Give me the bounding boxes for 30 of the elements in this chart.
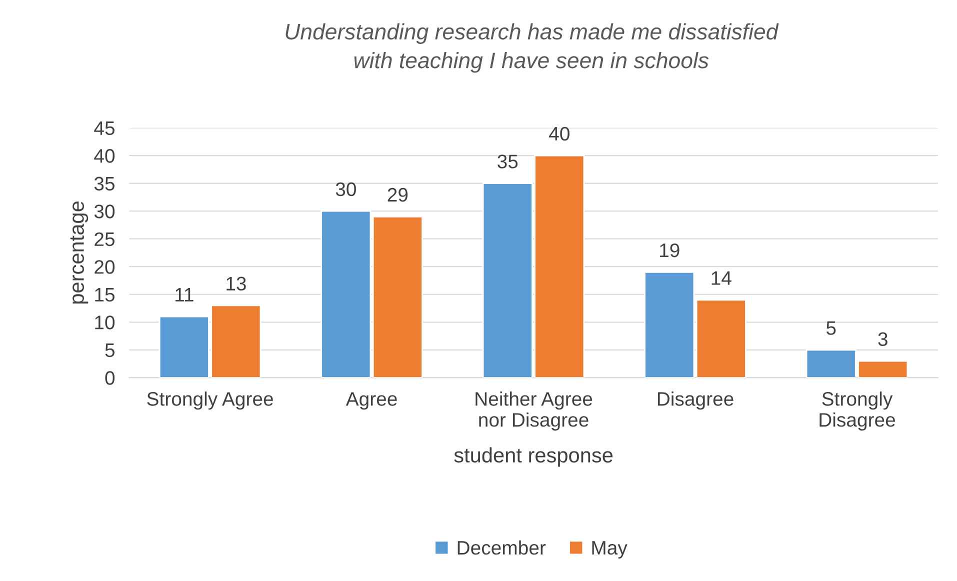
data-label: 13 [226, 276, 246, 291]
x-tick-label: Agree [346, 392, 397, 410]
x-tick-label: Strongly Disagree [820, 392, 896, 431]
x-axis-title: student response [454, 447, 613, 467]
x-tick-label: Disagree [658, 392, 734, 410]
y-tick-label: 0 [105, 371, 115, 385]
data-label: 19 [660, 243, 680, 258]
y-tick-label: 35 [94, 176, 114, 191]
y-tick-label: 45 [94, 121, 114, 136]
y-tick-label: 15 [95, 288, 114, 302]
y-tick-label: 5 [105, 344, 114, 358]
y-tick-label: 30 [94, 204, 115, 218]
data-label: 35 [498, 154, 518, 168]
data-label: 40 [549, 126, 570, 141]
data-label: 11 [176, 288, 194, 302]
y-tick-label: 40 [94, 149, 115, 163]
x-tick-label: Neither Agree nor Disagree [476, 392, 592, 431]
y-tick-label: 25 [94, 232, 114, 246]
data-label: 5 [826, 321, 836, 335]
y-tick-label: 10 [95, 316, 115, 330]
data-label: 29 [388, 188, 408, 202]
legend-label: December [458, 540, 546, 555]
chart-title: Understanding research has made me dissatisfied with teaching I have seen in schools [286, 23, 779, 73]
data-label: 3 [878, 332, 888, 346]
data-label: 30 [336, 182, 356, 196]
y-axis-title: percentage [70, 202, 88, 304]
legend-label: May [592, 541, 628, 559]
data-label: 14 [712, 271, 732, 285]
y-tick-label: 20 [94, 260, 115, 274]
x-tick-label: Strongly Agree [147, 392, 273, 410]
